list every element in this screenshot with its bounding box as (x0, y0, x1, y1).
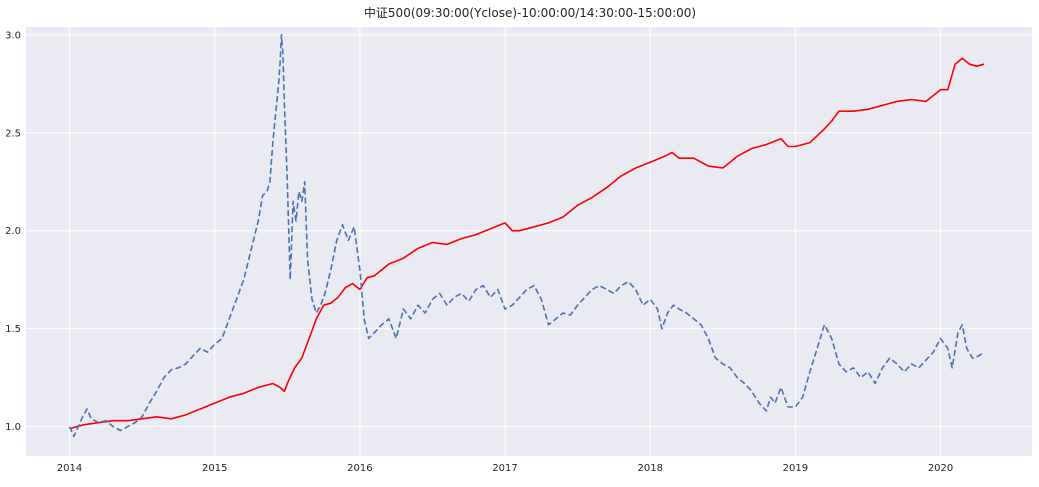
chart-title: 中证500(09:30:00(Yclose)-10:00:00/14:30:00… (364, 5, 696, 20)
y-tick-label: 1.5 (5, 324, 21, 335)
x-tick-label: 2015 (202, 463, 227, 474)
plot-background (26, 27, 1032, 456)
series-line-1 (69, 57, 985, 430)
y-tick-label: 1.0 (5, 422, 21, 433)
x-tick-label: 2019 (783, 463, 808, 474)
y-tick-label: 2.0 (5, 226, 21, 237)
y-tick-label: 3.0 (5, 30, 21, 41)
x-tick-label: 2020 (928, 463, 953, 474)
series-line-2 (68, 33, 985, 438)
x-tick-label: 2018 (637, 463, 662, 474)
x-tick-label: 2017 (492, 463, 517, 474)
y-tick-label: 2.5 (5, 128, 21, 139)
x-tick-label: 2014 (57, 463, 82, 474)
x-tick-label: 2016 (347, 463, 372, 474)
